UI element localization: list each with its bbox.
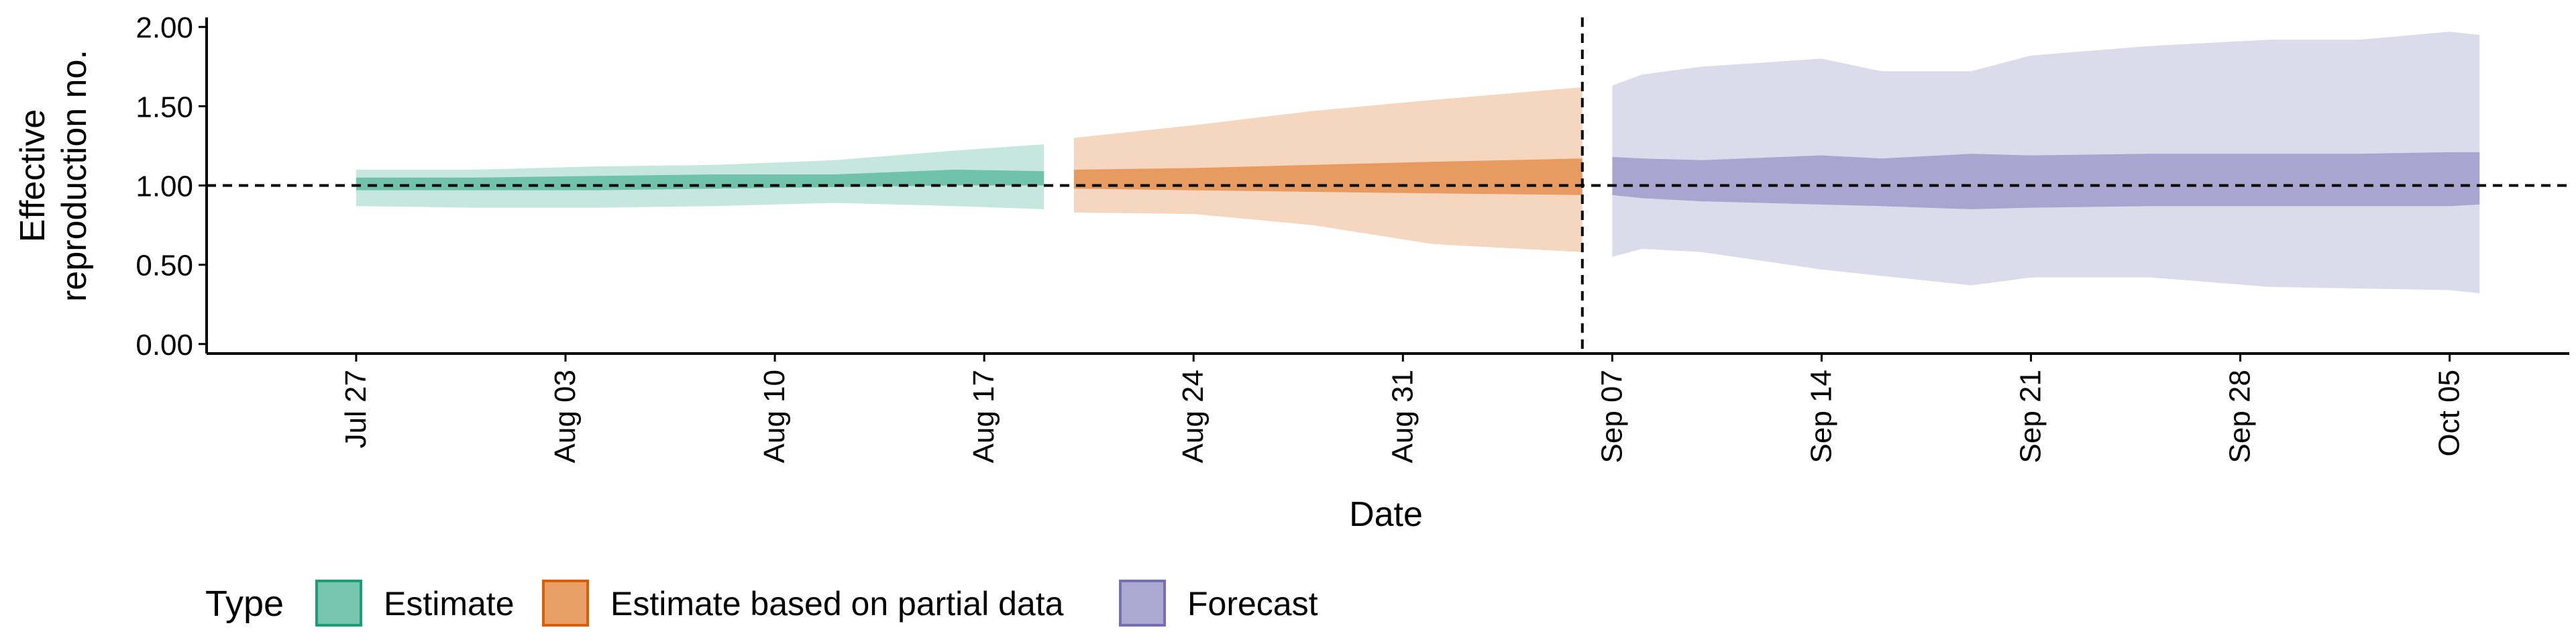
x-axis-label: Date [1349,495,1423,534]
y-tick-label: 1.50 [136,91,193,123]
legend-label: Estimate based on partial data [610,585,1064,623]
legend: Type Estimate Estimate based on partial d… [205,580,1318,627]
y-axis-label-line-2: reproduction no. [55,50,94,302]
x-tick-label: Oct 05 [2433,370,2466,457]
legend-item: Estimate [315,580,515,627]
reference-lines [207,17,2569,354]
y-axis-label-line-1: Effective [13,109,52,242]
legend-title: Type [205,584,284,624]
y-tick-label: 0.50 [136,250,193,282]
legend-key [542,580,589,627]
x-tick-label: Aug 31 [1386,370,1419,463]
x-axis-ticks: Jul 27 Aug 03 Aug 10 Aug 17 Aug 24 Aug 31 Sep … [339,354,2466,463]
y-axis-ticks: 0.00 0.50 1.00 1.50 2.00 [136,11,207,362]
x-tick-label: Sep 14 [1805,370,1837,463]
ribbon-bands [356,32,2480,294]
legend-label: Estimate [384,585,515,623]
x-tick-label: Sep 21 [2015,370,2047,463]
x-tick-label: Jul 27 [339,370,372,448]
legend-label: Forecast [1187,585,1318,623]
legend-item: Forecast [1119,580,1318,627]
y-tick-label: 1.00 [136,170,193,203]
x-tick-label: Sep 07 [1595,370,1628,463]
x-tick-label: Aug 17 [967,370,1000,463]
y-tick-label: 0.00 [136,329,193,362]
legend-key [1119,580,1166,627]
x-tick-label: Sep 28 [2224,370,2257,463]
legend-key [315,580,362,627]
x-tick-label: Aug 03 [549,370,582,463]
legend-item: Estimate based on partial data [542,580,1064,627]
inner-band-forecast [1612,152,2480,209]
x-tick-label: Aug 24 [1177,370,1210,463]
legend-items: Estimate Estimate based on partial data Fo… [315,580,1318,627]
y-tick-label: 2.00 [136,11,193,44]
x-tick-label: Aug 10 [758,370,791,463]
